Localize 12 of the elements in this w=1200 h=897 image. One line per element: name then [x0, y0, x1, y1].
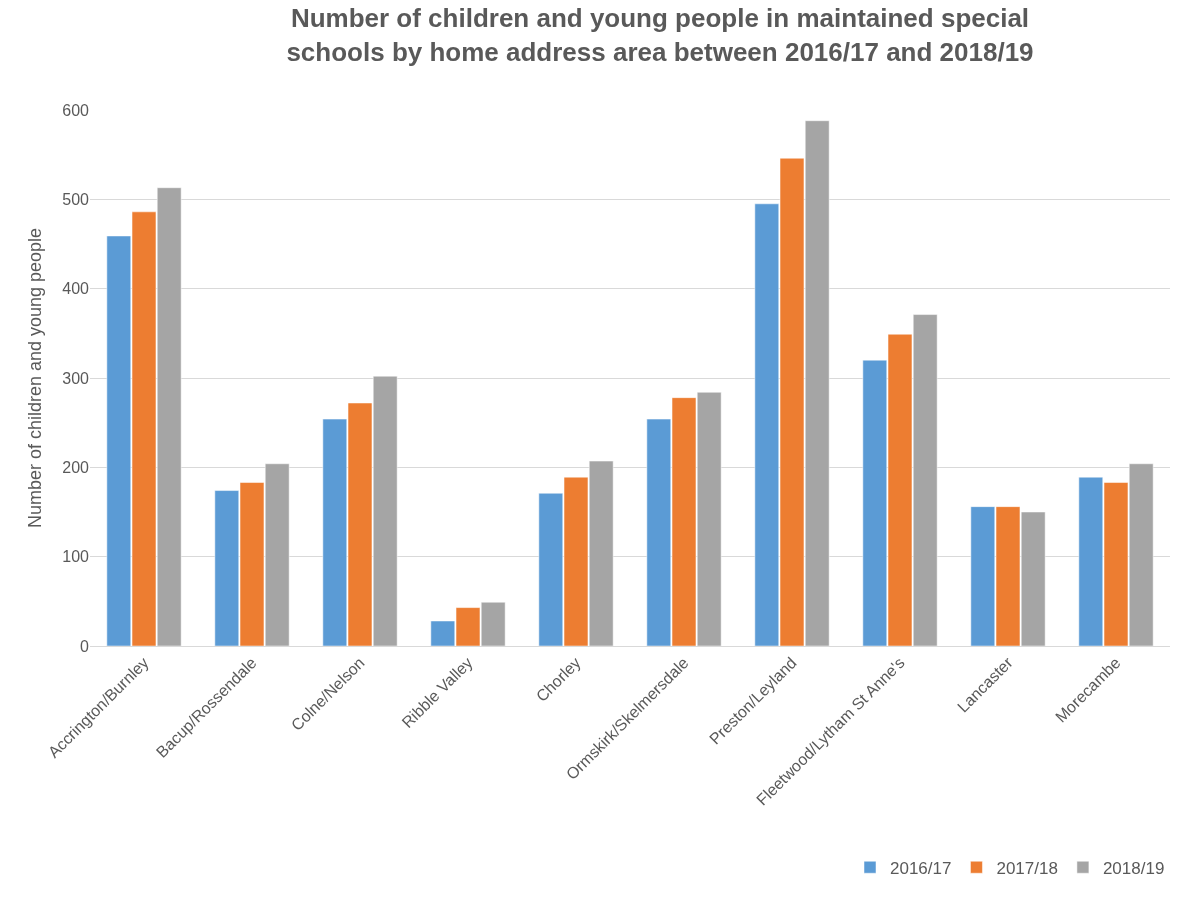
y-axis-title: Number of children and young people: [25, 227, 46, 529]
y-tick-label: 400: [62, 280, 90, 298]
y-tick-label: 0: [80, 637, 90, 655]
y-tick-label: 100: [62, 548, 90, 566]
y-tick-label: 600: [62, 101, 90, 119]
legend-label: 2016/17: [890, 858, 952, 878]
y-tick-label: 200: [62, 458, 90, 476]
y-tick-label: 500: [62, 190, 90, 208]
chart-title: Number of children and young people in maintained special schools by home address area between 2016/17 and 2018/19: [286, 2, 1034, 67]
y-tick-label: 300: [62, 369, 90, 387]
legend-label: 2017/18: [996, 858, 1058, 878]
legend-label: 2018/19: [1102, 858, 1165, 878]
